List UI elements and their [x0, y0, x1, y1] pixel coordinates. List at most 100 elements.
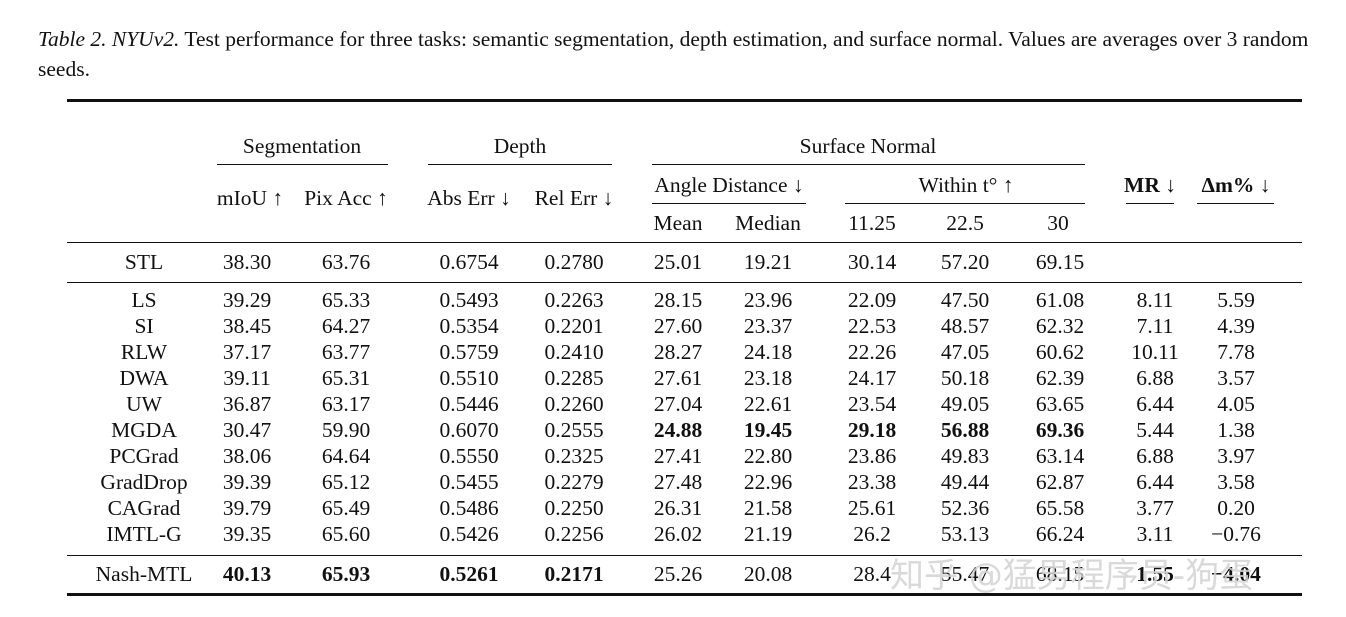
header-angle-distance: Angle Distance ↓ [654, 173, 804, 197]
header-surface-normal: Surface Normal [799, 134, 937, 158]
stl-rule [67, 282, 1302, 283]
table-cell: 65.49 [321, 496, 371, 520]
table-cell: 25.01 [653, 250, 703, 274]
table-cell: 47.05 [940, 340, 990, 364]
table-cell: 49.05 [940, 392, 990, 416]
col-miou: mIoU ↑ [216, 186, 284, 210]
col-22-5: 22.5 [946, 211, 984, 235]
table-cell: 6.44 [1136, 470, 1174, 494]
table-cell: 3.77 [1136, 496, 1174, 520]
table-cell: 36.87 [222, 392, 272, 416]
table-cell: 49.44 [940, 470, 990, 494]
table-cell: 65.31 [321, 366, 371, 390]
table-cell: 4.39 [1217, 314, 1255, 338]
header-segmentation: Segmentation [242, 134, 362, 158]
table-cell: 22.80 [743, 444, 793, 468]
table-cell: 0.2410 [544, 340, 604, 364]
table-cell: 23.38 [847, 470, 897, 494]
depth-underline [428, 164, 612, 165]
table-cell: 8.11 [1136, 288, 1174, 312]
table-cell: 22.53 [847, 314, 897, 338]
table-cell: 29.18 [847, 418, 897, 442]
table-cell: 19.45 [743, 418, 793, 442]
table-cell: 63.14 [1035, 444, 1085, 468]
table-cell: 10.11 [1131, 340, 1179, 364]
table-cell: 53.13 [940, 522, 990, 546]
surface-normal-underline [652, 164, 1085, 165]
table-cell: 62.87 [1035, 470, 1085, 494]
table-cell: 0.5426 [439, 522, 499, 546]
table-cell: 37.17 [222, 340, 272, 364]
row-name-dwa: DWA [119, 366, 169, 390]
row-name-imtl-g: IMTL-G [106, 522, 182, 546]
angle-underline [652, 203, 806, 204]
table-cell: 3.58 [1217, 470, 1255, 494]
caption-label: Table 2. NYUv2. [38, 27, 180, 51]
table-cell: 7.78 [1217, 340, 1255, 364]
top-rule [67, 99, 1302, 102]
table-cell: 21.19 [743, 522, 793, 546]
nash-rule [67, 555, 1302, 556]
table-caption: Table 2. NYUv2. Test performance for thr… [38, 24, 1338, 84]
table-cell: 0.2256 [544, 522, 604, 546]
table-cell: 22.26 [847, 340, 897, 364]
dm-underline [1197, 203, 1274, 204]
table-cell: −0.76 [1211, 522, 1261, 546]
segmentation-underline [217, 164, 388, 165]
header-depth: Depth [493, 134, 547, 158]
bottom-rule [67, 593, 1302, 596]
table-cell: 47.50 [940, 288, 990, 312]
col-relerr: Rel Err ↓ [534, 186, 614, 210]
table-cell: 1.55 [1136, 562, 1174, 586]
table-cell: 22.61 [743, 392, 793, 416]
table-cell: 6.44 [1136, 392, 1174, 416]
table-cell: 63.77 [321, 340, 371, 364]
table-cell: 28.4 [853, 562, 891, 586]
table-cell: 1.38 [1217, 418, 1255, 442]
table-cell: 0.5486 [439, 496, 499, 520]
table-cell: 55.47 [940, 562, 990, 586]
table-cell: 30.47 [222, 418, 272, 442]
table-cell: 52.36 [940, 496, 990, 520]
table-cell: 24.88 [653, 418, 703, 442]
table-cell: 0.2260 [544, 392, 604, 416]
caption-text: Test performance for three tasks: semant… [38, 27, 1309, 81]
table-cell: 0.6754 [439, 250, 499, 274]
table-cell: 7.11 [1136, 314, 1174, 338]
table-cell: 0.5510 [439, 366, 499, 390]
table-cell: 65.33 [321, 288, 371, 312]
row-name-rlw: RLW [120, 340, 168, 364]
table-cell: 38.06 [222, 444, 272, 468]
row-name-graddrop: GradDrop [100, 470, 188, 494]
table-cell: 0.2325 [544, 444, 604, 468]
table-cell: 24.17 [847, 366, 897, 390]
table-cell: 0.2555 [544, 418, 604, 442]
table-cell: 69.15 [1035, 250, 1085, 274]
table-cell: 25.26 [653, 562, 703, 586]
table-cell: 64.27 [321, 314, 371, 338]
table-cell: 5.44 [1136, 418, 1174, 442]
col-11-25: 11.25 [848, 211, 896, 235]
col-median: Median [735, 211, 801, 235]
table-cell: 65.58 [1035, 496, 1085, 520]
table-cell: 26.31 [653, 496, 703, 520]
table-cell: 6.88 [1136, 366, 1174, 390]
table-cell: 0.5493 [439, 288, 499, 312]
table-cell: 56.88 [940, 418, 990, 442]
table-cell: 50.18 [940, 366, 990, 390]
table-cell: 48.57 [940, 314, 990, 338]
row-name-mgda: MGDA [111, 418, 177, 442]
table-cell: 68.15 [1035, 562, 1085, 586]
row-name-ls: LS [131, 288, 157, 312]
table-cell: 21.58 [743, 496, 793, 520]
table-cell: 0.5261 [439, 562, 499, 586]
table-cell: 27.60 [653, 314, 703, 338]
header-within: Within t° ↑ [918, 173, 1014, 197]
table-cell: 62.39 [1035, 366, 1085, 390]
table-cell: 28.27 [653, 340, 703, 364]
col-mr: MR ↓ [1124, 173, 1176, 197]
table-cell: 27.04 [653, 392, 703, 416]
table-cell: 39.11 [223, 366, 271, 390]
table-cell: 62.32 [1035, 314, 1085, 338]
